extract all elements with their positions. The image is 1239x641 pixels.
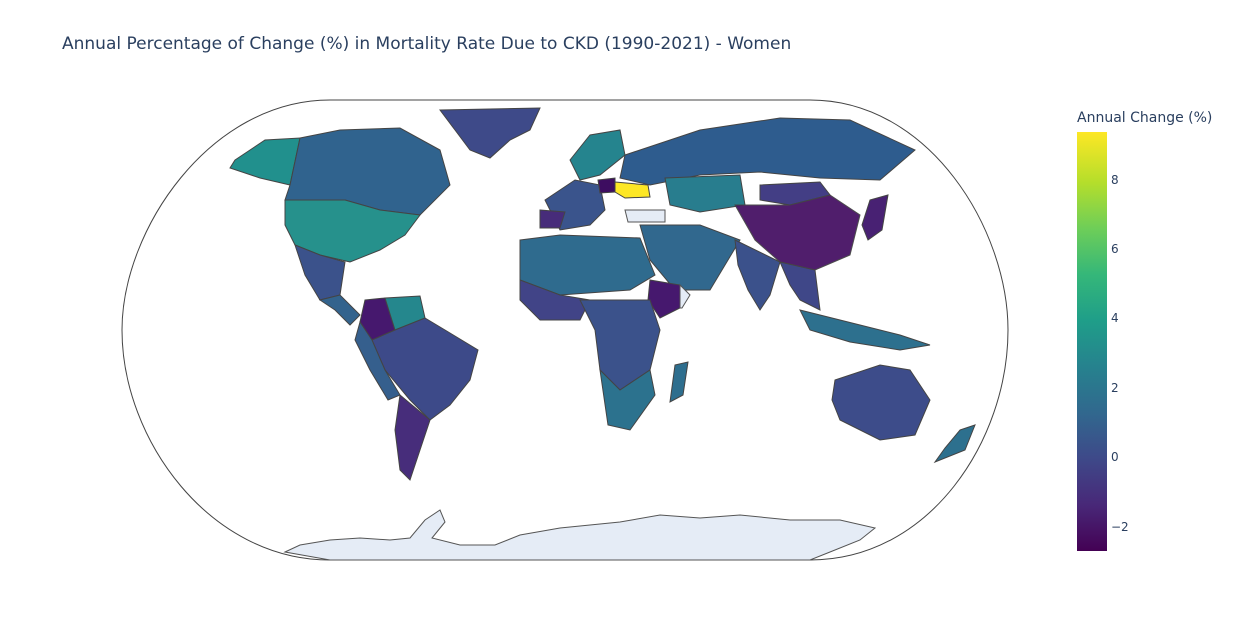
colorbar-title: Annual Change (%) xyxy=(1077,110,1213,126)
region-middle-east xyxy=(639,224,741,291)
region-poland xyxy=(597,177,616,194)
region-indonesia xyxy=(799,309,931,351)
region-southern-africa xyxy=(599,368,656,431)
region-spain xyxy=(539,209,566,229)
region-russia xyxy=(619,117,916,186)
colorbar-tick-4: 4 xyxy=(1111,311,1119,325)
chart-title: Annual Percentage of Change (%) in Morta… xyxy=(62,34,792,54)
region-turkey xyxy=(624,209,666,223)
region-ukraine xyxy=(614,181,651,199)
region-west-africa xyxy=(519,279,591,321)
colorbar-tick-8: 8 xyxy=(1111,173,1119,187)
region-southeast-asia xyxy=(779,261,821,311)
colorbar-tick-2: 2 xyxy=(1111,381,1119,395)
region-central-america xyxy=(318,294,361,326)
colorbar xyxy=(1077,132,1107,551)
region-north-africa xyxy=(519,234,656,296)
region-madagascar xyxy=(669,361,689,403)
region-ethiopia xyxy=(647,279,681,319)
region-japan xyxy=(861,194,889,241)
region-greenland xyxy=(439,107,541,159)
colorbar-tick-0: 0 xyxy=(1111,450,1119,464)
colorbar-tick-neg2: −2 xyxy=(1111,520,1129,534)
region-new-zealand xyxy=(933,424,976,464)
region-united-states xyxy=(284,199,421,263)
region-australia xyxy=(831,364,931,441)
region-antarctica xyxy=(283,509,877,561)
region-kazakhstan xyxy=(664,174,746,213)
region-peru-bolivia xyxy=(354,320,401,401)
colorbar-tick-6: 6 xyxy=(1111,242,1119,256)
region-somalia xyxy=(679,283,691,309)
region-argentina xyxy=(394,394,431,481)
region-china xyxy=(734,194,861,271)
